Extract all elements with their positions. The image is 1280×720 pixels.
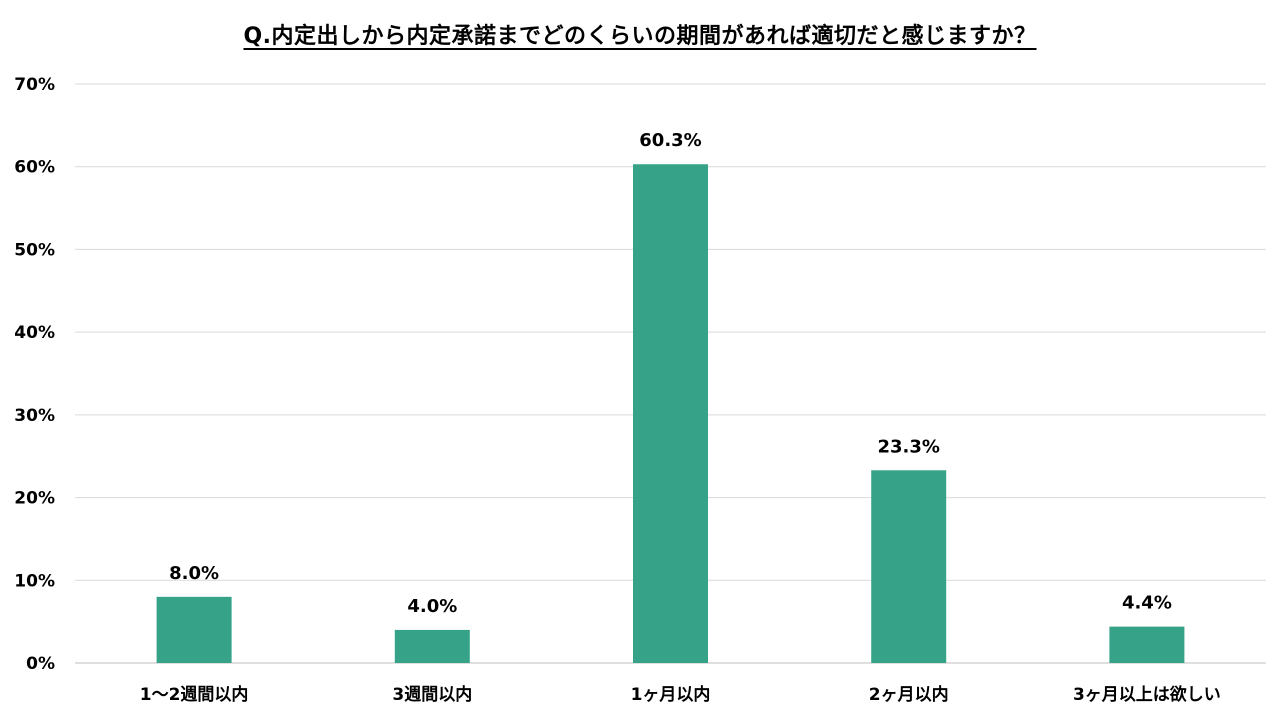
y-tick-label: 70% [14,75,55,95]
bar [394,629,470,663]
data-label: 60.3% [639,130,701,151]
bar [156,596,232,663]
bars [156,164,1185,664]
bar [1109,626,1185,663]
y-tick-label: 20% [14,489,55,509]
y-tick-label: 10% [14,571,55,591]
data-label: 8.0% [169,563,219,584]
y-tick-label: 30% [14,406,55,426]
y-tick-label: 50% [14,240,55,260]
y-tick-label: 40% [14,323,55,343]
x-tick-label: 2ヶ月以内 [869,684,949,705]
x-tick-label: 3週間以内 [392,684,472,705]
x-tick-label: 1～2週間以内 [140,684,249,705]
data-label: 4.4% [1122,593,1172,614]
chart-title: Q.内定出しから内定承諾までどのくらいの期間があれば適切だと感じますか？ [243,24,1037,49]
x-tick-label: 1ヶ月以内 [631,684,711,705]
x-tick-label: 3ヶ月以上は欲しい [1073,684,1221,705]
bar [871,470,947,663]
bar [633,164,708,664]
data-label: 23.3% [877,436,939,457]
chart-title-wrap: Q.内定出しから内定承諾までどのくらいの期間があれば適切だと感じますか？ [0,18,1280,50]
y-axis-tick-labels: 0% 10% 20% 30% 40% 50% 60% 70% [14,75,55,674]
data-labels: 8.0% 4.0% 60.3% 23.3% 4.4% [169,130,1172,617]
data-label: 4.0% [407,596,457,617]
y-tick-label: 60% [14,158,55,178]
y-tick-label: 0% [26,654,55,674]
x-axis-tick-labels: 1～2週間以内 3週間以内 1ヶ月以内 2ヶ月以内 3ヶ月以上は欲しい [140,684,1221,705]
